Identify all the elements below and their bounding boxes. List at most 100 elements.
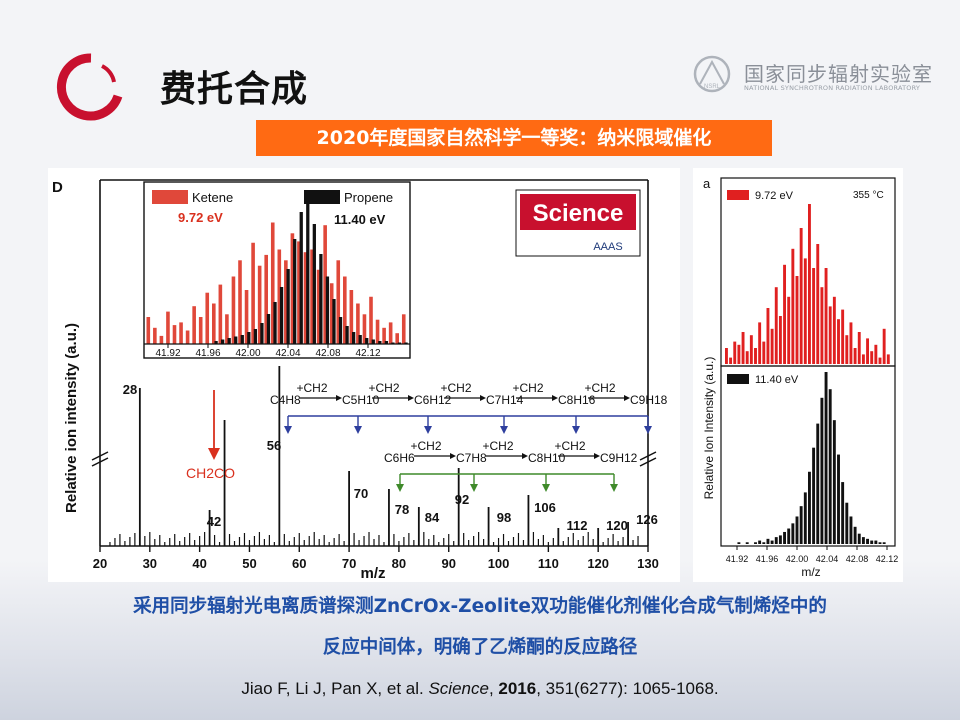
inset-ketene-bar [179,322,183,344]
legend-swatch-top [727,190,749,200]
peak-label-92: 92 [455,492,469,507]
lab-name: 国家同步辐射实验室 [744,62,933,86]
inset-propene-bar [266,314,271,344]
peak-label-70: 70 [354,486,368,501]
inset-propene-bar [273,302,277,344]
side-top-bar [778,316,782,364]
main-x-tick-label: 30 [143,556,157,571]
logo-ring-icon [56,53,123,121]
blue-chain-species-3: C7H14 [486,393,524,407]
side-top-bar [886,354,890,364]
main-x-tick-label: 120 [587,556,609,571]
inset-energy-left: 9.72 eV [178,210,223,225]
side-bottom-bar [853,526,857,544]
side-top-bar [849,322,853,364]
inset-propene-bar [234,336,238,344]
side-top-bar [799,228,803,364]
green-chain-species-2: C8H10 [528,451,566,465]
green-chain-species-1: C7H8 [456,451,487,465]
side-top-bar [820,287,824,364]
side-top-bar [828,306,832,364]
side-top-bar [754,348,757,364]
blue-chain-arrowhead-icon [336,395,342,401]
inset-propene-bar [299,212,303,344]
side-top-bar [745,351,749,364]
side-bottom-bar [766,538,770,544]
inset-propene-bar [391,342,395,344]
legend-ketene: Ketene [192,190,233,205]
blue-chain-ch2-label: +CH2 [368,381,399,395]
side-bottom-bar [857,533,861,544]
inset-propene-bar [312,224,316,344]
main-spectrum-figure: D Relative ion intensity (a.u.) 20 30 40 50… [48,168,680,582]
green-down-arrow-icon [470,484,478,492]
side-top-bar [791,248,795,364]
inset-ketene-bar [257,265,262,344]
side-spectrum-figure: a Relative Ion Intensity (a.u.) 9.72 eV … [693,168,903,582]
inset-propene-bar [371,339,375,344]
inset-energy-right: 11.40 eV [334,212,386,227]
side-top-bar [870,351,874,364]
inset-propene-bar [214,341,218,344]
side-top-bar [808,204,811,364]
green-chain-arrowhead-icon [594,453,600,459]
inset-propene-bar [247,332,251,344]
blue-chain-species-2: C6H12 [414,393,452,407]
blue-chain-arrowhead-icon [408,395,414,401]
green-chain-species-0: C6H6 [384,451,415,465]
side-top-bar [866,338,870,364]
peak-label-112: 112 [567,518,588,533]
side-bottom-bar [870,540,874,544]
blue-down-arrow-icon [424,426,432,434]
inset-ketene-bar [290,233,295,344]
nsrl-logo-icon: NSRL [693,55,731,93]
inset-x-tick-label: 42.00 [235,348,260,359]
inset-ketene-bar [212,303,216,344]
side-top-bar [803,258,807,364]
side-ylabel: Relative Ion Intensity (a.u.) [702,357,716,500]
citation-sep: , [488,679,499,698]
side-bottom-bar [820,397,824,544]
side-bottom-bar [861,537,865,544]
inset-ketene-bar [218,284,223,344]
peak-label-78: 78 [395,502,409,517]
inset-ketene-bar [388,322,393,344]
green-down-arrow-icon [396,484,404,492]
side-bottom-bar [770,540,774,544]
inset-ketene-bar [277,249,282,344]
green-chain-ch2-label: +CH2 [410,439,441,453]
main-x-tick-label: 130 [637,556,659,571]
inset-ketene-bar [146,317,151,344]
side-xlabel: m/z [801,565,820,579]
side-top-bar [762,341,766,364]
side-top-bar [795,276,799,364]
side-x-tick-label: 42.12 [876,554,899,564]
legend-swatch-ketene [152,190,188,204]
axis-break-right [639,451,657,467]
side-top-bar [832,296,836,364]
inset-ketene-bar [375,319,380,344]
inset-x-tick-label: 42.12 [355,348,380,359]
side-top-bar [874,344,878,364]
main-x-tick-label: 20 [93,556,107,571]
side-bottom-bar [762,542,766,544]
side-top-bar [733,341,737,364]
main-x-tick-label: 70 [342,556,356,571]
inset-propene-bar [338,317,343,344]
side-bottom-bar [778,535,782,544]
inset-ketene-bar [185,330,190,344]
aaas-text: AAAS [593,241,622,253]
side-top-bar [816,244,820,364]
side-top-bar [853,348,857,364]
side-x-tick-label: 41.92 [726,554,749,564]
side-legend-top: 9.72 eV [755,190,794,202]
inset-ketene-bar [336,260,341,344]
inset-ketene-bar [159,335,164,344]
side-top-bar [845,335,849,364]
peak-label-42: 42 [207,514,221,529]
inset-ketene-bar [382,327,386,344]
side-top-bar [741,332,745,364]
side-x-tick-label: 41.96 [756,554,779,564]
inset-propene-bar [227,338,231,344]
side-x-tick-label: 42.08 [846,554,869,564]
